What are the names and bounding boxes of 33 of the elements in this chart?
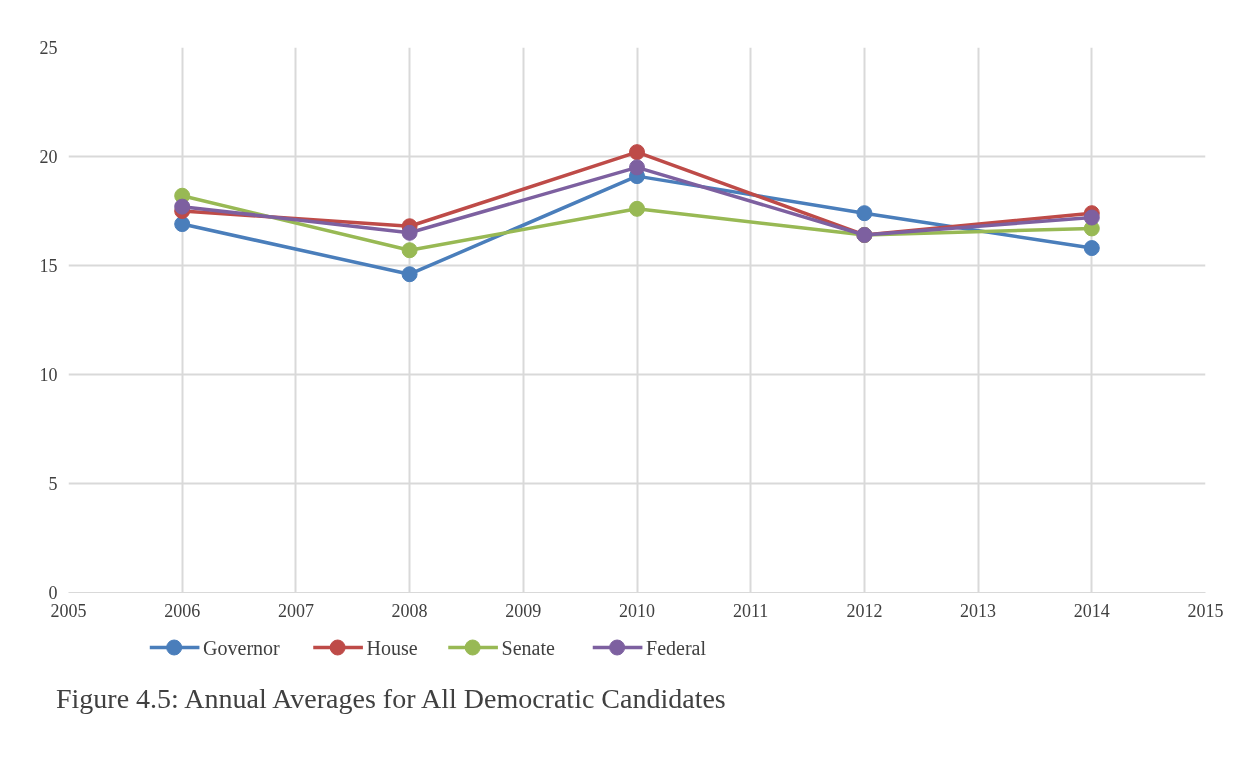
x-tick-label: 2011 xyxy=(733,600,769,621)
point xyxy=(629,200,645,217)
x-tick-label: 2010 xyxy=(619,600,655,621)
point xyxy=(401,266,418,283)
y-tick-label: 20 xyxy=(39,147,58,167)
x-tick-label: 2009 xyxy=(505,600,542,621)
y-tick-label: 10 xyxy=(39,365,58,385)
x-tick-label: 2007 xyxy=(277,600,314,621)
x-tick-label: 2005 xyxy=(50,600,87,621)
point xyxy=(401,224,418,241)
x-tick-label: 2012 xyxy=(846,600,883,621)
point xyxy=(629,159,645,176)
point xyxy=(401,242,418,259)
point xyxy=(174,216,191,233)
legend-label: House xyxy=(366,636,418,659)
y-tick-label: 15 xyxy=(39,256,58,276)
legend-label: Governor xyxy=(203,636,281,659)
point xyxy=(174,198,191,215)
x-tick-label: 2013 xyxy=(960,600,997,621)
legend-label: Federal xyxy=(646,636,707,659)
x-tick-label: 2006 xyxy=(164,600,201,621)
y-tick-label: 5 xyxy=(48,474,58,494)
point xyxy=(856,205,873,222)
point xyxy=(629,144,645,161)
x-tick-label: 2015 xyxy=(1187,600,1224,621)
y-tick-label: 25 xyxy=(39,38,58,58)
point xyxy=(1083,209,1100,226)
legend-label: Senate xyxy=(501,636,555,659)
x-tick-label: 2014 xyxy=(1073,600,1110,621)
y-tick-label: 0 xyxy=(48,583,58,603)
point xyxy=(1083,240,1100,257)
caption: Figure 4.5: Annual Averages for All Democratic Candidates xyxy=(56,682,726,716)
x-tick-label: 2008 xyxy=(391,600,428,621)
